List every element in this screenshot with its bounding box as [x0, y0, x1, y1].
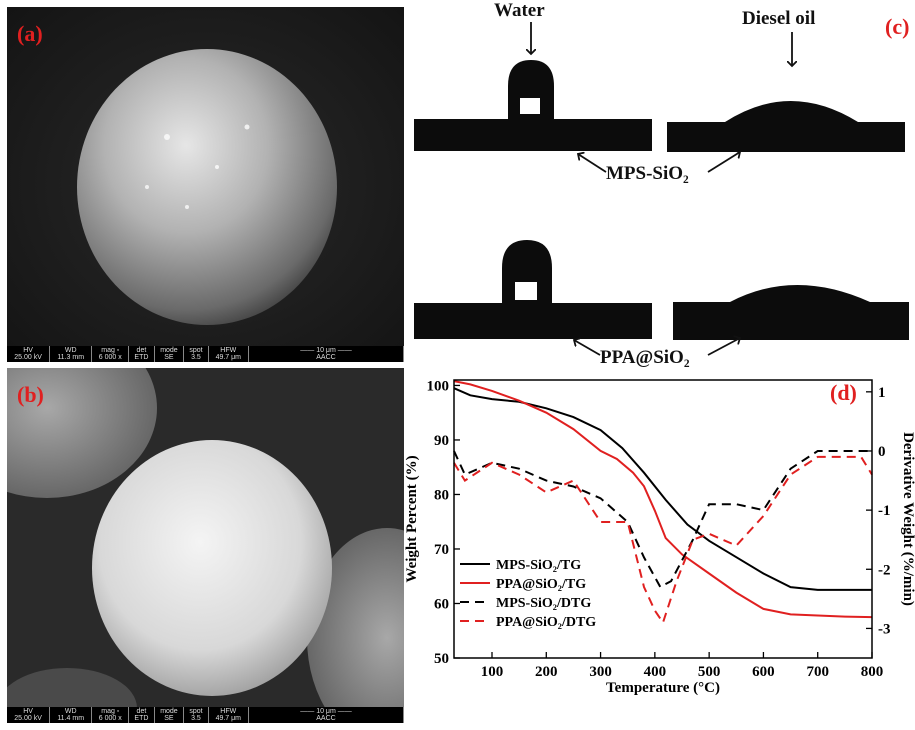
x-tick-label: 200	[535, 664, 558, 680]
legend-label-0: MPS-SiO₂/TG	[496, 558, 581, 573]
contact-angle-panel: Water Diesel oil (c) MPS-SiO₂ PPA@SiO₂	[410, 0, 915, 372]
y-tick-label: 60	[434, 596, 449, 612]
legend-label-3: PPA@SiO₂/DTG	[496, 615, 596, 630]
series-line-0	[453, 387, 872, 591]
microsphere-a	[77, 49, 337, 325]
oil-droplet-ppa	[730, 285, 870, 302]
water-label: Water	[494, 0, 545, 21]
legend-label-2: MPS-SiO₂/DTG	[496, 596, 591, 611]
y2-tick-label: -2	[878, 562, 891, 578]
diesel-oil-label: Diesel oil	[742, 8, 816, 29]
substrate-water-mps	[414, 119, 652, 151]
panel-label-a: (a)	[17, 21, 43, 46]
sem-image-b: (b) HV 25.00 kV WD 11.4 mm mag ▫ 6 000 x de…	[7, 368, 404, 723]
y2-tick-label: 0	[878, 444, 886, 460]
y2-axis-label: Derivative Weight (%/min)	[900, 432, 915, 606]
substrate-oil-ppa	[673, 302, 909, 340]
water-droplet-mps	[508, 60, 554, 120]
panel-label-b: (b)	[17, 382, 44, 407]
x-axis-label: Temperature (°C)	[606, 680, 720, 696]
ppa-sio2-label: PPA@SiO₂	[600, 347, 690, 368]
sem-image-a: (a) HV 25.00 kV WD 11.3 mm mag ▫ 6 000 x de…	[7, 7, 404, 362]
water-droplet-ppa	[502, 240, 552, 304]
x-tick-label: 700	[806, 664, 829, 680]
y-tick-label: 100	[427, 378, 450, 394]
x-tick-label: 800	[861, 664, 884, 680]
y-tick-label: 70	[434, 542, 449, 558]
microsphere-b	[92, 440, 332, 696]
y-tick-label: 80	[434, 487, 449, 503]
sem-info-bar-a: HV 25.00 kV WD 11.3 mm mag ▫ 6 000 x det ETD…	[7, 346, 404, 362]
y-axis-label: Weight Percent (%)	[404, 455, 420, 582]
oil-droplet-mps	[725, 101, 858, 122]
y2-tick-label: -1	[878, 503, 891, 519]
sem-image-a-graphic	[7, 7, 404, 362]
y2-tick-label: -3	[878, 621, 891, 637]
x-tick-label: 100	[481, 664, 504, 680]
legend-label-1: PPA@SiO₂/TG	[496, 577, 586, 592]
sem-info-bar-b: HV 25.00 kV WD 11.4 mm mag ▫ 6 000 x det ETD…	[7, 707, 404, 723]
substrate-oil-mps	[667, 122, 905, 152]
series-line-3	[453, 455, 873, 625]
x-tick-label: 400	[644, 664, 667, 680]
substrate-water-ppa	[414, 303, 652, 339]
mps-sio2-label: MPS-SiO₂	[606, 163, 689, 184]
contact-angle-graphic	[414, 22, 909, 356]
series-line-2	[453, 450, 872, 589]
tga-chart: 100 200 300 400 500 600 700 800 50 60 70 80 90 100 -3 -…	[404, 378, 915, 696]
x-tick-label: 300	[589, 664, 612, 680]
panel-label-d: (d)	[830, 380, 857, 405]
series-line-1	[453, 380, 873, 619]
x-tick-label: 500	[698, 664, 721, 680]
tga-chart-panel: 100 200 300 400 500 600 700 800 50 60 70 80 90 100 -3 -…	[402, 368, 915, 730]
y-tick-label: 90	[434, 433, 449, 449]
y-tick-label: 50	[434, 651, 449, 667]
x-tick-label: 600	[752, 664, 775, 680]
plot-frame	[453, 379, 873, 659]
sem-image-b-graphic	[7, 368, 404, 723]
y2-tick-label: 1	[878, 385, 886, 401]
panel-label-c: (c)	[885, 14, 910, 39]
